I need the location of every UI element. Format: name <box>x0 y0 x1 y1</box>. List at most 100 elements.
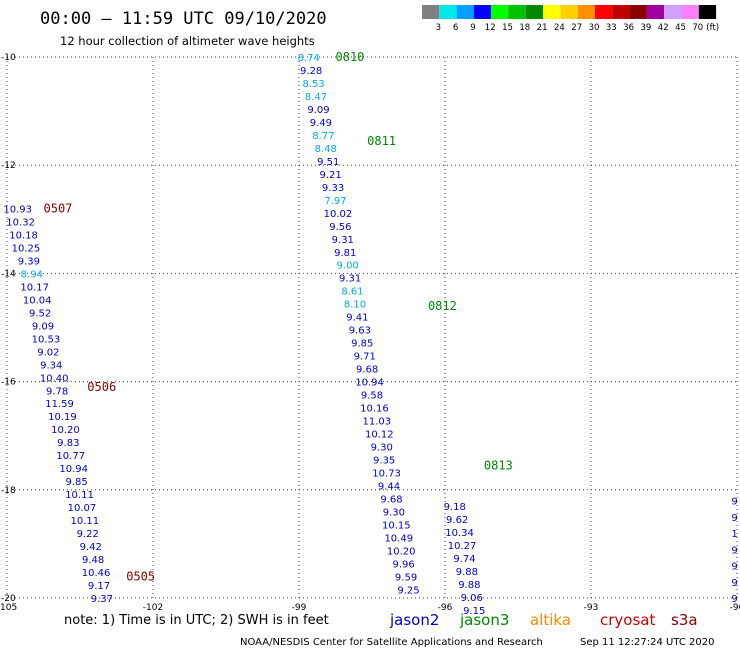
swh-value: 10.20 <box>387 546 416 557</box>
swh-value: 9.78 <box>46 386 68 397</box>
swh-value: 10.15 <box>382 520 411 531</box>
swh-value: 10.02 <box>324 209 353 220</box>
swh-value: 8.77 <box>312 131 334 142</box>
swh-value: 9.30 <box>383 507 405 518</box>
swh-value: 9.37 <box>91 594 113 605</box>
y-tick-label: -14 <box>1 269 16 279</box>
legend-swatch <box>646 5 665 19</box>
satellite-name: s3a <box>671 611 698 629</box>
data-marks: 10.93 10.32 10.18 10.25 9.39 8.94 10.17 10.04 9.… <box>3 50 737 617</box>
x-tick-label: -102 <box>143 603 163 613</box>
swh-value: 9.06 <box>461 593 483 604</box>
legend-label: 33 <box>606 23 617 33</box>
swh-value: 9.25 <box>397 585 419 596</box>
swh-value: 9 <box>731 562 737 573</box>
swh-value: 1 <box>731 529 737 540</box>
footer-credit: NOAA/NESDIS Center for Satellite Applica… <box>240 637 543 648</box>
axis-ticks: -105 -102 -99 -96 -93 -90 -10 -12 -14 -16 -18 -20 <box>0 53 740 613</box>
swh-value: 9.00 <box>337 261 359 272</box>
swh-value: 8.94 <box>21 269 43 280</box>
swh-value: 8.53 <box>302 79 324 90</box>
legend-label: 70 <box>692 23 703 33</box>
legend-label: 9 <box>470 23 475 33</box>
legend-label: 12 <box>485 23 496 33</box>
swh-value: 9 <box>731 594 737 605</box>
swh-value: 9.62 <box>446 515 468 526</box>
swh-value: 11.59 <box>45 399 74 410</box>
swh-value: 10.18 <box>9 230 38 241</box>
swh-value: 9.17 <box>88 581 110 592</box>
y-tick-label: -16 <box>1 378 16 388</box>
swh-value: 9.68 <box>380 494 402 505</box>
swh-value: 9.34 <box>40 360 62 371</box>
swh-value: 10.34 <box>445 528 474 539</box>
swh-value: 10.94 <box>355 378 384 389</box>
legend-label: 27 <box>571 23 582 33</box>
swh-value: 9.02 <box>37 347 59 358</box>
swh-value: 9 <box>731 578 737 589</box>
swh-value: 9.88 <box>458 580 480 591</box>
swh-value: 10.53 <box>32 334 61 345</box>
swh-value: 9 <box>731 497 737 508</box>
swh-value: 9.31 <box>339 274 361 285</box>
legend-swatch <box>491 5 509 19</box>
swh-value: 10.32 <box>6 217 35 228</box>
swh-value: 10.49 <box>384 533 413 544</box>
pass-label: 0505 <box>126 569 155 583</box>
swh-value: 9.09 <box>32 321 54 332</box>
swh-value: 9.96 <box>393 559 415 570</box>
legend-unit: (ft) <box>706 23 719 33</box>
swh-value: 10.93 <box>3 204 32 215</box>
swh-value: 10.20 <box>51 425 80 436</box>
legend-swatch <box>664 5 682 19</box>
swh-value: 9.18 <box>444 502 466 513</box>
swh-value: 9.85 <box>351 339 373 350</box>
legend-swatch <box>698 5 717 19</box>
legend-label: 3 <box>436 23 441 33</box>
legend-swatch <box>595 5 613 19</box>
legend-label: 39 <box>640 23 651 33</box>
swh-value: 8.74 <box>298 53 320 64</box>
legend-swatch <box>577 5 595 19</box>
swh-value: 10.11 <box>65 490 94 501</box>
pass-label: 0812 <box>428 299 457 313</box>
footer-note: note: 1) Time is in UTC; 2) SWH is in fe… <box>64 613 329 628</box>
color-legend: 3 6 9 12 15 18 21 24 27 30 33 36 39 42 45 70 (ft) <box>422 5 719 33</box>
swh-value: 10.12 <box>365 430 394 441</box>
swh-value: 9 <box>731 545 737 556</box>
legend-label: 18 <box>519 23 530 33</box>
swh-value: 9.81 <box>334 248 356 259</box>
swh-value: 10.77 <box>56 451 85 462</box>
swh-value: 9.48 <box>82 555 104 566</box>
swh-value: 9.68 <box>356 365 378 376</box>
swh-value: 9.39 <box>18 256 40 267</box>
swh-value: 7.97 <box>324 196 346 207</box>
swh-value: 10.04 <box>23 295 52 306</box>
footer-timestamp: Sep 11 12:27:24 UTC 2020 <box>580 637 714 648</box>
swh-value: 9.63 <box>349 326 371 337</box>
legend-label: 21 <box>537 23 548 33</box>
legend-swatch <box>543 5 561 19</box>
swh-value: 9.22 <box>77 529 99 540</box>
legend-swatch <box>560 5 578 19</box>
swh-value: 8.48 <box>315 144 337 155</box>
legend-label: 42 <box>658 23 669 33</box>
satellite-name: jason3 <box>459 611 509 629</box>
legend-label: 30 <box>589 23 600 33</box>
legend-label: 24 <box>554 23 565 33</box>
legend-label: 36 <box>623 23 634 33</box>
page-title: 00:00 – 11:59 UTC 09/10/2020 <box>40 9 327 29</box>
satellite-name: cryosat <box>600 611 655 629</box>
legend-swatch <box>681 5 699 19</box>
y-tick-label: -12 <box>1 161 16 171</box>
swh-value: 8.61 <box>341 287 363 298</box>
swh-value: 10.40 <box>40 373 69 384</box>
swh-value: 10.25 <box>12 243 41 254</box>
pass-label: 0813 <box>484 458 513 472</box>
swh-value: 9.09 <box>307 105 329 116</box>
swh-value: 9.58 <box>361 391 383 402</box>
legend-label: 15 <box>502 23 513 33</box>
swh-value: 11.03 <box>363 417 392 428</box>
legend-swatch <box>456 5 474 19</box>
swh-value: 10.17 <box>20 282 49 293</box>
